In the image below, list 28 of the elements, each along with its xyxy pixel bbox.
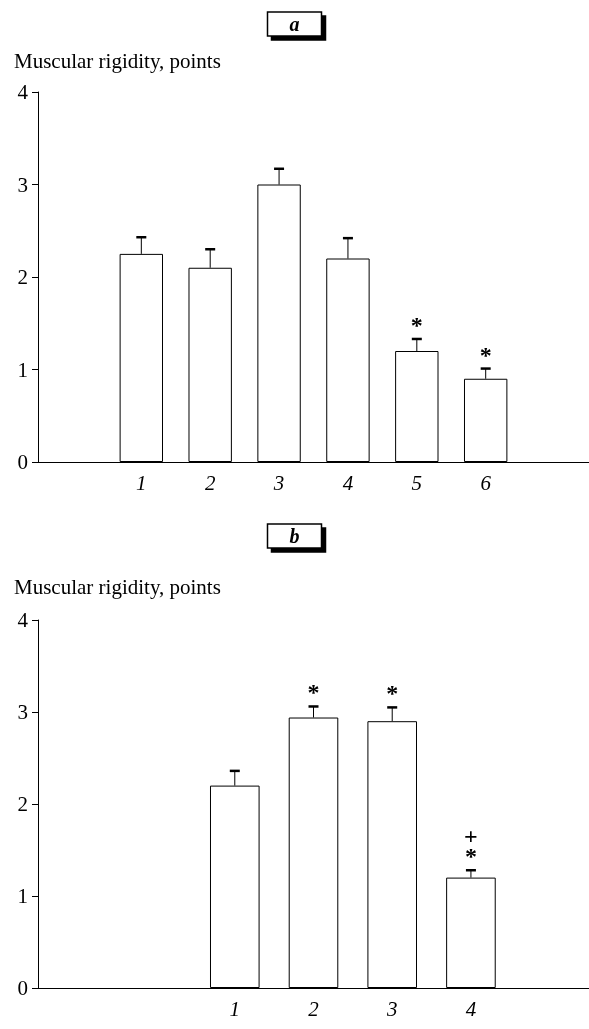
- y-tick-label: 2: [17, 792, 28, 816]
- x-tick-label: 4: [342, 470, 354, 495]
- y-axis-title: Muscular rigidity, points: [14, 574, 221, 599]
- x-tick-label: 4: [465, 996, 477, 1021]
- annotation: *: [386, 680, 399, 707]
- annotation: *: [410, 311, 423, 338]
- annotation: *: [479, 341, 492, 368]
- annotation: *: [307, 679, 320, 706]
- y-tick-label: 4: [17, 608, 29, 632]
- x-tick-label: 3: [385, 996, 398, 1021]
- y-tick-label: 3: [17, 172, 28, 197]
- y-tick-label: 0: [17, 450, 28, 474]
- y-tick-label: 2: [17, 265, 28, 289]
- chart-title: a: [289, 13, 300, 35]
- y-tick-label: 3: [17, 700, 28, 724]
- x-tick-label: 2: [204, 470, 216, 495]
- x-tick-label: 3: [272, 470, 285, 495]
- y-tick-label: 1: [17, 357, 28, 382]
- y-tick-label: 1: [17, 884, 28, 908]
- y-axis-title: Muscular rigidity, points: [14, 48, 221, 73]
- x-tick-label: 6: [480, 470, 492, 495]
- y-tick-label: 4: [17, 80, 29, 104]
- x-tick-label: 1: [229, 996, 241, 1021]
- chart-title: b: [289, 525, 300, 547]
- x-tick-label: 1: [136, 470, 147, 495]
- x-tick-label: 2: [308, 996, 320, 1021]
- x-tick-label: 5: [411, 470, 423, 495]
- y-tick-label: 0: [17, 976, 28, 1000]
